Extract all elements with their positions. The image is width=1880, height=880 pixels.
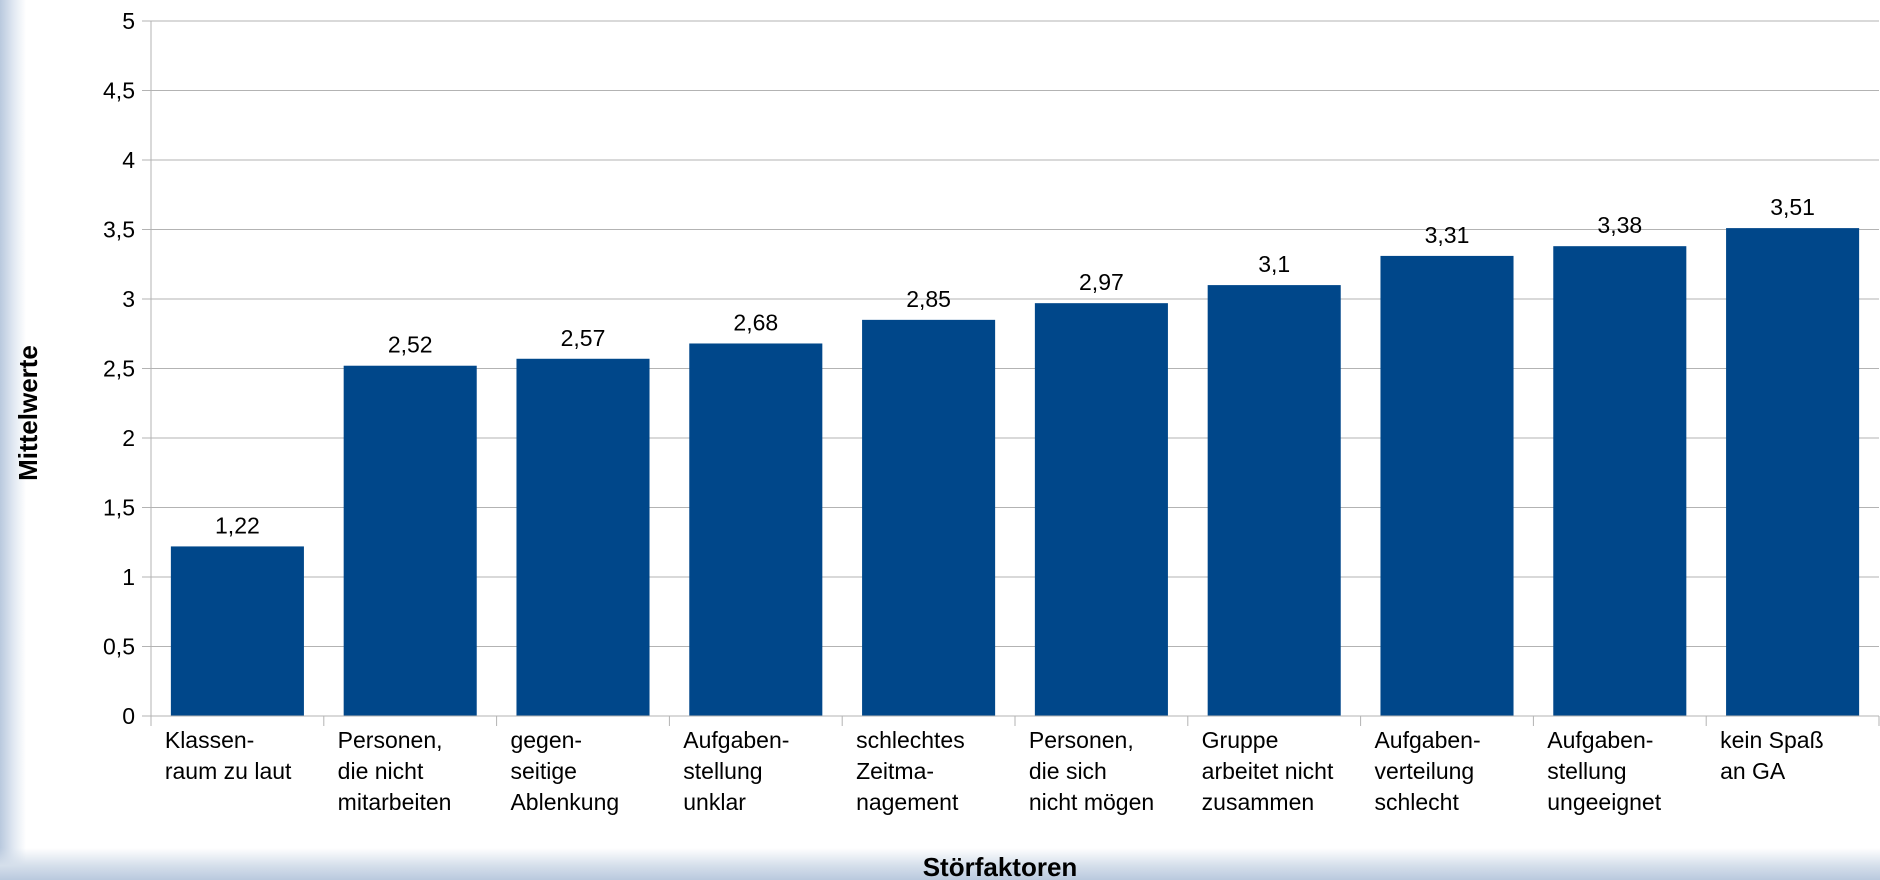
x-tick-label: Aufgaben-stellung unklar bbox=[683, 727, 789, 815]
x-tick-label-line: verteilung bbox=[1374, 758, 1474, 784]
y-tick-label: 1 bbox=[122, 564, 135, 590]
y-tick-label: 4,5 bbox=[103, 78, 135, 104]
bars bbox=[170, 228, 1860, 717]
y-axis-title: Mittelwerte bbox=[13, 345, 43, 481]
y-tick-label: 3,5 bbox=[103, 217, 135, 243]
y-axis-ticks: 0 0,5 1 1,5 2 2,5 3 3,5 4 4,5 5 bbox=[103, 8, 151, 729]
data-label: 1,22 bbox=[215, 512, 260, 538]
data-label: 2,97 bbox=[1079, 269, 1124, 295]
x-axis-ticks: Klassen-raum zu laut Personen, die nicht mi… bbox=[150, 716, 1880, 815]
x-tick-label-line: seitige bbox=[510, 758, 576, 784]
bar bbox=[343, 365, 477, 716]
x-tick-label-line: kein Spaß bbox=[1720, 727, 1824, 753]
x-tick-label-line: Klassen- bbox=[165, 727, 254, 753]
x-tick-label-line: die nicht bbox=[338, 758, 424, 784]
bar bbox=[1207, 285, 1341, 716]
y-tick-label: 3 bbox=[122, 286, 135, 312]
x-tick-label-line: zusammen bbox=[1202, 789, 1314, 815]
bar bbox=[1034, 303, 1168, 716]
x-tick-label-line: gegen- bbox=[510, 727, 582, 753]
x-tick-label-line: die sich bbox=[1029, 758, 1107, 784]
data-labels: 1,22 2,52 2,57 2,68 2,85 2,97 3,1 3,31 3,38 3,51 bbox=[215, 194, 1815, 538]
data-label: 2,52 bbox=[388, 332, 433, 358]
data-label: 2,85 bbox=[906, 286, 951, 312]
data-label: 2,68 bbox=[733, 309, 778, 335]
x-tick-label-line: Aufgaben- bbox=[683, 727, 789, 753]
x-tick-label-line: ungeeignet bbox=[1547, 789, 1661, 815]
x-tick-label-line: an GA bbox=[1720, 758, 1786, 784]
data-label: 2,57 bbox=[561, 325, 606, 351]
bar bbox=[516, 358, 650, 716]
x-tick-label: Personen, die nicht mitarbeiten bbox=[338, 727, 452, 815]
y-tick-label: 0 bbox=[122, 703, 135, 729]
x-tick-label-line: nagement bbox=[856, 789, 959, 815]
y-tick-label: 4 bbox=[122, 147, 135, 173]
data-label: 3,51 bbox=[1770, 194, 1815, 220]
data-label: 3,1 bbox=[1258, 251, 1290, 277]
x-tick-label-line: unklar bbox=[683, 789, 746, 815]
background-edge-left bbox=[0, 0, 26, 880]
bar bbox=[1380, 255, 1514, 716]
x-tick-label: gegen-seitige Ablenkung bbox=[510, 727, 619, 815]
bar bbox=[1553, 246, 1687, 716]
y-tick-label: 2,5 bbox=[103, 356, 135, 382]
y-tick-label: 1,5 bbox=[103, 495, 135, 521]
background-edge-bottom bbox=[0, 848, 1880, 880]
x-tick-label-line: stellung bbox=[1547, 758, 1626, 784]
y-tick-label: 2 bbox=[122, 425, 135, 451]
x-tick-label: Personen, die sich nicht mögen bbox=[1029, 727, 1154, 815]
x-tick-label-line: schlechtes bbox=[856, 727, 965, 753]
x-tick-label-line: arbeitet nicht bbox=[1202, 758, 1334, 784]
x-tick-label-line: Gruppe bbox=[1202, 727, 1279, 753]
y-tick-label: 0,5 bbox=[103, 634, 135, 660]
data-label: 3,38 bbox=[1597, 212, 1642, 238]
x-tick-label-line: mitarbeiten bbox=[338, 789, 452, 815]
x-axis-title: Störfaktoren bbox=[923, 852, 1078, 880]
bar bbox=[170, 546, 304, 716]
x-tick-label: schlechtes Zeitma-nagement bbox=[856, 727, 965, 815]
x-tick-label-line: Personen, bbox=[338, 727, 443, 753]
x-tick-label-line: Personen, bbox=[1029, 727, 1134, 753]
data-label: 3,31 bbox=[1425, 222, 1470, 248]
bar bbox=[1726, 228, 1860, 717]
y-tick-label: 5 bbox=[122, 8, 135, 34]
x-tick-label-line: stellung bbox=[683, 758, 762, 784]
x-tick-label: Klassen-raum zu laut bbox=[165, 727, 292, 784]
x-tick-label: Aufgaben-verteilung schlecht bbox=[1374, 727, 1480, 815]
x-tick-label-line: Aufgaben- bbox=[1374, 727, 1480, 753]
x-tick-label: Gruppe arbeitet nicht zusammen bbox=[1202, 727, 1334, 815]
x-tick-label-line: Zeitma- bbox=[856, 758, 934, 784]
x-tick-label-line: Aufgaben- bbox=[1547, 727, 1653, 753]
x-tick-label-line: schlecht bbox=[1374, 789, 1459, 815]
x-tick-label: Aufgaben-stellung ungeeignet bbox=[1547, 727, 1661, 815]
x-tick-label-line: nicht mögen bbox=[1029, 789, 1154, 815]
bar bbox=[862, 319, 996, 716]
bar bbox=[689, 343, 823, 716]
x-tick-label: kein Spaß an GA bbox=[1720, 727, 1824, 784]
x-tick-label-line: Ablenkung bbox=[510, 789, 619, 815]
x-tick-label-line: raum zu laut bbox=[165, 758, 292, 784]
